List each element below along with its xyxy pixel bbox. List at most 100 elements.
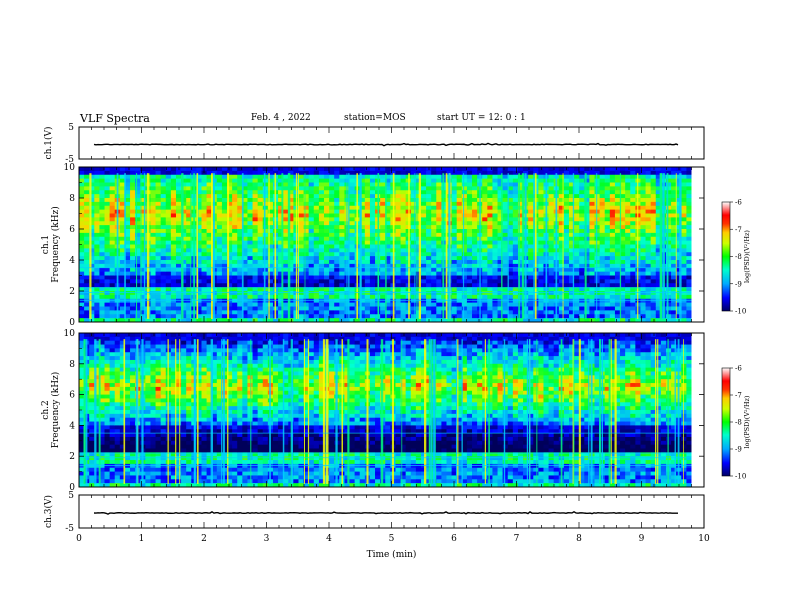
spectrogram-cell [548, 221, 555, 226]
spectrogram-cell [420, 167, 427, 172]
spectrogram-cell [79, 383, 85, 388]
spectrogram-cell [584, 201, 590, 207]
spectrogram-cell [267, 190, 274, 195]
spectrogram-cell [497, 229, 504, 234]
spectrogram-cell [579, 306, 585, 311]
spectrogram-cell [175, 279, 182, 284]
spectrogram-cell [242, 291, 248, 296]
spectrogram-cell [548, 190, 555, 195]
spectrogram-cell [426, 283, 432, 288]
spectrogram-cell [369, 186, 376, 191]
spectrogram-cell [620, 232, 626, 238]
spectrogram-cell [517, 198, 524, 203]
spectrogram-cell [247, 229, 253, 234]
spectrogram-cell [584, 302, 590, 307]
spectrogram-cell [563, 287, 570, 292]
spectrogram-cell [84, 279, 90, 284]
spectrogram-cell [620, 182, 626, 187]
spectrogram-cell [375, 170, 381, 176]
spectrogram-cell [181, 194, 187, 199]
spectrogram-cell [89, 386, 95, 392]
spectrogram-cell [227, 302, 233, 307]
spectrogram-cell [339, 182, 345, 187]
spectrogram-cell [420, 236, 427, 242]
spectrogram-cell [569, 287, 575, 292]
spectrogram-cell [584, 186, 590, 191]
spectrogram-cell [400, 314, 407, 319]
spectrogram-cell [94, 256, 100, 261]
sferic-streak [181, 173, 184, 319]
spectrogram-cell [303, 217, 310, 222]
spectrogram-cell [196, 194, 202, 199]
spectrogram-cell [257, 283, 264, 288]
spectrogram-cell [625, 263, 631, 269]
spectrogram-cell [89, 201, 95, 207]
spectrogram-cell [614, 298, 621, 304]
spectrogram-cell [104, 283, 111, 288]
spectrogram-cell [283, 190, 289, 195]
spectrogram-cell [584, 174, 590, 180]
spectrogram-cell [507, 236, 514, 242]
spectrogram-cell [563, 170, 570, 176]
spectrogram-cell [186, 221, 192, 226]
spectrogram-cell [247, 318, 253, 323]
spectrogram-cell [221, 217, 228, 222]
spectrogram-cell [609, 229, 616, 234]
spectrogram-cell [630, 256, 636, 261]
spectrogram-cell [558, 318, 565, 323]
spectrogram-cell [79, 402, 85, 407]
spectrogram-cell [196, 275, 202, 280]
spectrogram-cell [681, 294, 687, 300]
spectrogram-cell [410, 167, 417, 172]
spectrogram-cell [257, 271, 264, 276]
spectrogram-cell [528, 167, 534, 172]
spectrogram-cell [267, 240, 274, 245]
spectrogram-cell [359, 256, 366, 261]
spectrogram-cell [155, 287, 162, 292]
spectrogram-cell [645, 167, 652, 172]
spectrogram-cell [109, 256, 116, 261]
spectrogram-cell [579, 318, 585, 323]
spectrogram-cell [630, 194, 636, 199]
spectrogram-cell [461, 294, 468, 300]
spectrogram-cell [620, 240, 626, 245]
spectrogram-cell [681, 306, 687, 311]
spectrogram-cell [313, 236, 320, 242]
spectrogram-cell [410, 283, 417, 288]
spectrogram-cell [415, 318, 422, 323]
spectrogram-cell [497, 248, 504, 253]
spectrogram-cell [502, 275, 509, 280]
spectrogram-cell [609, 302, 616, 307]
spectrogram-cell [420, 248, 427, 253]
spectrogram-cell [420, 256, 427, 261]
spectrogram-cell [482, 271, 488, 276]
spectrogram-cell [221, 205, 228, 211]
spectrogram-cell [206, 182, 213, 187]
spectrogram-cell [339, 318, 345, 323]
spectrogram-cell [165, 248, 172, 253]
spectrogram-cell [512, 167, 519, 172]
spectrogram-cell [604, 186, 611, 191]
spectrogram-cell [191, 167, 197, 172]
spectrogram-cell [436, 244, 442, 249]
spectrogram-cell [186, 294, 192, 300]
spectrogram-cell [318, 205, 325, 211]
spectrogram-cell [369, 170, 376, 176]
sferic-streak [211, 173, 213, 319]
spectrogram-cell [517, 275, 524, 280]
spectrogram-cell [574, 260, 580, 265]
spectrogram-cell [415, 291, 422, 296]
spectrogram-cell [119, 221, 126, 226]
spectrogram-cell [237, 225, 243, 230]
spectrogram-cell [563, 294, 570, 300]
spectrogram-cell [267, 225, 274, 230]
spectrogram-cell [410, 240, 417, 245]
spectrogram-cell [655, 217, 662, 222]
spectrogram-cell [482, 298, 488, 304]
spectrogram-cell [247, 291, 253, 296]
spectrogram-cell [278, 256, 284, 261]
spectrogram-cell [528, 205, 534, 211]
sferic-streak [463, 173, 465, 319]
spectrogram-cell [569, 302, 575, 307]
spectrogram-cell [124, 256, 131, 261]
